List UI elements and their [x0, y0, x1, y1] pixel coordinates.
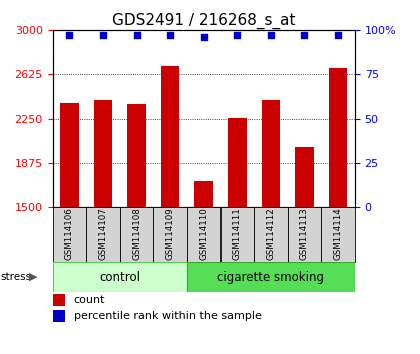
Title: GDS2491 / 216268_s_at: GDS2491 / 216268_s_at — [112, 12, 295, 29]
Bar — [187, 262, 355, 292]
Point — [335, 33, 341, 38]
Text: GSM114110: GSM114110 — [199, 207, 208, 260]
Bar — [60, 103, 79, 207]
Bar — [321, 207, 355, 262]
Point — [268, 33, 274, 38]
Text: GSM114113: GSM114113 — [300, 207, 309, 260]
Bar — [262, 100, 280, 207]
Bar — [120, 207, 153, 262]
Text: GSM114109: GSM114109 — [165, 207, 175, 260]
Bar — [52, 294, 65, 306]
Text: ▶: ▶ — [29, 272, 37, 282]
Bar — [295, 147, 314, 207]
Bar — [161, 66, 179, 207]
Bar — [220, 207, 254, 262]
Text: GSM114107: GSM114107 — [98, 207, 108, 260]
Text: count: count — [74, 295, 105, 306]
Point — [100, 33, 106, 38]
Point — [301, 33, 308, 38]
Text: GSM114108: GSM114108 — [132, 207, 141, 260]
Bar — [228, 118, 247, 207]
Text: GSM114114: GSM114114 — [333, 207, 343, 260]
Bar — [288, 207, 321, 262]
Text: stress: stress — [1, 272, 32, 282]
Bar — [86, 207, 120, 262]
Text: GSM114106: GSM114106 — [65, 207, 74, 260]
Text: GSM114112: GSM114112 — [266, 207, 276, 260]
Bar — [329, 68, 347, 207]
Bar — [94, 100, 112, 207]
Point — [167, 33, 173, 38]
Text: percentile rank within the sample: percentile rank within the sample — [74, 311, 262, 321]
Bar — [254, 207, 288, 262]
Bar — [127, 104, 146, 207]
Point — [234, 33, 241, 38]
Bar — [187, 207, 220, 262]
Bar — [52, 207, 86, 262]
Text: control: control — [99, 270, 140, 284]
Text: cigarette smoking: cigarette smoking — [218, 270, 324, 284]
Text: GSM114111: GSM114111 — [233, 207, 242, 260]
Point — [200, 34, 207, 40]
Point — [133, 33, 140, 38]
Bar — [52, 262, 187, 292]
Point — [66, 33, 73, 38]
Bar — [194, 181, 213, 207]
Bar — [52, 310, 65, 322]
Bar — [153, 207, 187, 262]
